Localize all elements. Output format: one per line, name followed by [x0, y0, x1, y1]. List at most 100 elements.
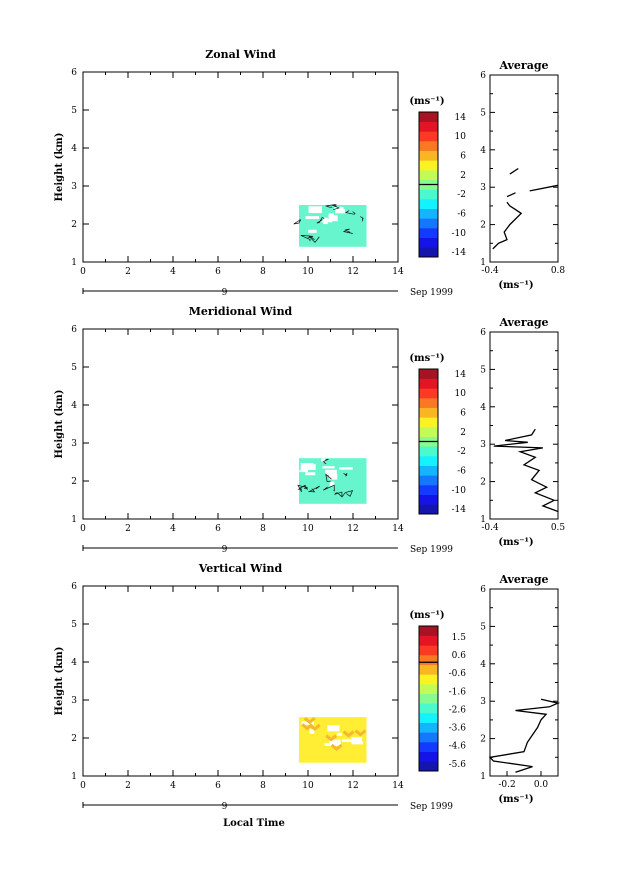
x-tick-label: 2	[125, 267, 131, 277]
colorbar-tick-label: -4.6	[449, 742, 467, 752]
colorbar-band	[419, 664, 438, 675]
y-tick-label: 1	[71, 515, 77, 525]
x-tick-label: 14	[392, 781, 404, 791]
colorbar-tick-label: 10	[455, 132, 467, 142]
profile-x-tick-label: -0.4	[481, 523, 499, 533]
profile-y-tick-label: 5	[480, 365, 486, 375]
profile-line	[492, 201, 523, 250]
colorbar-unit-label: (ms⁻¹)	[409, 610, 444, 621]
colorbar-unit-label: (ms⁻¹)	[409, 353, 444, 364]
colorbar-band	[419, 693, 438, 704]
colorbar-tick-label: -3.6	[449, 724, 467, 734]
x-tick-label: 0	[80, 524, 86, 534]
colorbar-tick-label: -2	[457, 447, 466, 457]
x-tick-label: 8	[260, 267, 266, 277]
colorbar-frame	[418, 625, 439, 772]
data-gap	[300, 463, 314, 470]
profile-line	[493, 428, 559, 513]
data-gap	[309, 728, 315, 734]
profile-line	[529, 184, 559, 192]
colorbar-band	[419, 722, 438, 733]
colorbar-band	[419, 388, 438, 399]
colorbar-tick-label: -0.6	[449, 669, 467, 679]
colorbar-band	[419, 199, 438, 209]
x-tick-label: 10	[302, 781, 314, 791]
colorbar-band	[419, 674, 438, 685]
colorbar-tick-label: -6	[457, 467, 466, 477]
contour-lines	[293, 203, 364, 243]
colorbar-tick-label: -14	[452, 505, 467, 515]
x-tick-label: 12	[347, 781, 358, 791]
data-gap	[351, 741, 363, 745]
profile-frame	[489, 74, 559, 263]
y-tick-label: 3	[71, 696, 77, 706]
colorbar-tick-label: -14	[452, 248, 467, 258]
data-gap	[322, 466, 335, 469]
colorbar-band	[419, 131, 438, 142]
profile-title: Average	[498, 573, 548, 586]
panel-title: Zonal Wind	[205, 48, 276, 61]
data-gap	[321, 218, 333, 223]
x-tick-label: 0	[80, 781, 86, 791]
profile-y-tick-label: 2	[480, 735, 486, 745]
y-tick-label: 4	[71, 658, 77, 668]
day-axis-label: 9	[222, 802, 228, 812]
data-gap	[329, 481, 335, 487]
month-label: Sep 1999	[410, 288, 453, 298]
x-tick-label: 4	[170, 524, 176, 534]
colorbar-band	[419, 160, 438, 171]
colorbar-band	[419, 475, 438, 486]
y-tick-label: 2	[71, 477, 77, 487]
profile-x-tick-label: 0.8	[551, 266, 566, 276]
profile-y-tick-label: 1	[480, 515, 486, 525]
x-tick-label: 12	[347, 267, 358, 277]
y-axis-label: Height (km)	[54, 647, 65, 716]
profile-x-tick-label: 0.5	[551, 523, 566, 533]
profile-y-tick-label: 2	[480, 478, 486, 488]
colorbar-tick-label: -10	[452, 486, 467, 496]
colorbar-band	[419, 713, 438, 723]
y-tick-label: 6	[71, 68, 77, 78]
profile-y-tick-label: 1	[480, 258, 486, 268]
colorbar-band	[419, 456, 438, 466]
day-axis-label: 9	[222, 288, 228, 298]
x-tick-label: 10	[302, 524, 314, 534]
colorbar-tick-label: 1.5	[452, 633, 467, 643]
x-tick-label: 4	[170, 267, 176, 277]
y-tick-label: 6	[71, 325, 77, 335]
colorbar-tick-label: 6	[460, 409, 466, 419]
colorbar-band	[419, 751, 438, 762]
data-gap	[328, 213, 335, 220]
profile-y-tick-label: 6	[480, 585, 486, 595]
data-gap	[341, 738, 352, 743]
profile-y-tick-label: 3	[480, 697, 486, 707]
profile-x-tick-label: -0.2	[498, 780, 515, 790]
x-tick-label: 2	[125, 781, 131, 791]
y-tick-label: 2	[71, 220, 77, 230]
colorbar-band	[419, 703, 438, 714]
colorbar-band	[419, 645, 438, 656]
contour-lines	[297, 458, 354, 498]
profile-y-tick-label: 2	[480, 221, 486, 231]
profile-x-label: (ms⁻¹)	[498, 280, 533, 291]
profile-frame	[489, 331, 559, 520]
colorbar-band	[419, 112, 438, 122]
y-tick-label: 6	[71, 582, 77, 592]
profile-y-tick-label: 5	[480, 108, 486, 118]
profile-x-label: (ms⁻¹)	[498, 794, 533, 805]
colorbar-band	[419, 626, 438, 636]
x-tick-label: 12	[347, 524, 358, 534]
data-gap	[305, 472, 316, 476]
x-tick-label: 14	[392, 267, 404, 277]
x-tick-label: 6	[215, 267, 221, 277]
profile-y-tick-label: 4	[480, 403, 486, 413]
profile-y-tick-label: 3	[480, 440, 486, 450]
y-axis-label: Height (km)	[54, 390, 65, 459]
data-gap	[334, 206, 344, 211]
data-gap	[351, 737, 363, 743]
colorbar-band	[419, 655, 438, 665]
colorbar-tick-label: 14	[455, 370, 467, 380]
y-tick-label: 5	[71, 363, 77, 373]
